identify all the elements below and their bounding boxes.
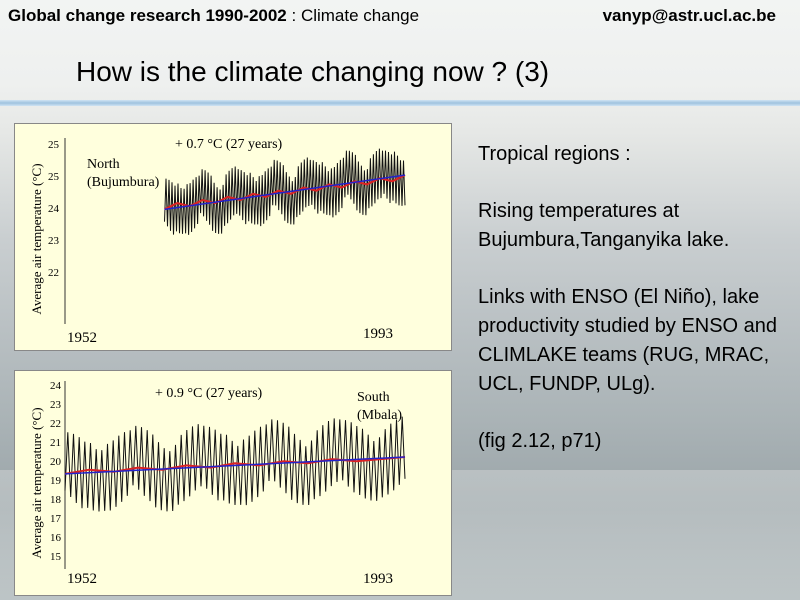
chart-south-station-place: (Mbala) <box>357 408 402 423</box>
chart-series-line <box>164 148 406 235</box>
text-figure-reference: (fig 2.12, p71) <box>478 430 602 452</box>
chart-south: Average air temperature (°C) 24 23 22 21 20 1… <box>29 380 406 587</box>
header-topic: Global change research 1990-2002 <box>8 6 287 25</box>
chart-tick-label: 25 <box>48 171 60 183</box>
chart-tick-label: 16 <box>50 532 62 544</box>
chart-tick-label: 24 <box>50 380 62 392</box>
chart-tick-label: 25 <box>48 139 60 151</box>
slide-title: How is the climate changing now ? (3) <box>76 56 550 87</box>
chart-north-xstart: 1952 <box>67 330 97 346</box>
title-divider <box>0 100 800 106</box>
chart-tick-label: 19 <box>50 475 62 487</box>
chart-north: Average air temperature (°C) 2525242322 … <box>29 137 406 346</box>
slide-header-email: vanyp@astr.ucl.ac.be <box>602 6 776 25</box>
chart-south-annotation: + 0.9 °C (27 years) <box>155 386 263 401</box>
chart-tick-label: 20 <box>50 456 62 468</box>
text-enso-links: Links with ENSO (El Niño), lake producti… <box>478 286 778 395</box>
chart-south-xstart: 1952 <box>67 571 97 587</box>
text-tropical-regions: Tropical regions : <box>478 143 631 165</box>
chart-south-ylabel: Average air temperature (°C) <box>29 407 44 558</box>
chart-tick-label: 22 <box>48 267 59 279</box>
chart-series-line <box>64 416 406 512</box>
chart-tick-label: 17 <box>50 513 62 525</box>
chart-north-station-name: North <box>87 157 120 172</box>
slide-header-left: Global change research 1990-2002 : Clima… <box>8 6 419 26</box>
chart-tick-label: 23 <box>50 399 62 411</box>
chart-tick-label: 23 <box>48 235 60 247</box>
text-rising-temperatures: Rising temperatures at Bujumbura,Tangany… <box>478 200 730 251</box>
chart-trend-line <box>64 456 406 475</box>
chart-tick-label: 24 <box>48 203 60 215</box>
chart-north-annotation: + 0.7 °C (27 years) <box>175 137 283 152</box>
slide-body-text: Tropical regions : Rising temperatures a… <box>478 140 798 484</box>
chart-tick-label: 15 <box>50 551 62 563</box>
chart-north-xend: 1993 <box>363 326 393 342</box>
chart-north-panel: Average air temperature (°C) 25 25 24 23 22 … <box>14 123 452 351</box>
chart-trend-line <box>164 174 406 211</box>
header-subtopic: Climate change <box>300 6 420 25</box>
header-separator: : <box>286 6 301 25</box>
chart-north-station-place: (Bujumbura) <box>87 175 160 190</box>
chart-south-station-name: South <box>357 390 390 405</box>
chart-south-xend: 1993 <box>363 571 393 587</box>
chart-south-panel: Average air temperature (°C) 24 23 22 21 20 1… <box>14 370 452 596</box>
chart-tick-label: 18 <box>50 494 62 506</box>
chart-north-ylabel: Average air temperature (°C) <box>29 163 44 314</box>
chart-tick-label: 21 <box>50 437 61 449</box>
chart-tick-label: 22 <box>50 418 61 430</box>
